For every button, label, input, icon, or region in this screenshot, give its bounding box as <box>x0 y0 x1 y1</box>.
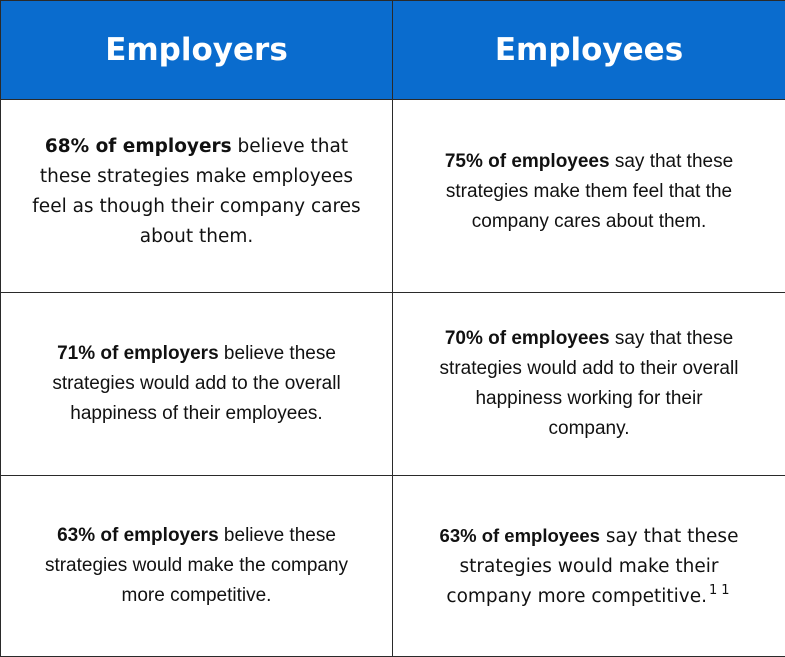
header-cell: Employers <box>1 1 393 100</box>
cell-text: 71% of employers believe these strategie… <box>32 339 362 429</box>
highlight: 68% of employers <box>45 136 232 157</box>
cell: 70% of employees say that these strategi… <box>393 293 785 476</box>
row: 63% of employers believe these strategie… <box>1 476 785 657</box>
cell-text: 68% of employers believe that these stra… <box>32 132 362 252</box>
highlight: 63% of employers <box>57 525 219 546</box>
footnote-mark: 1 <box>721 583 729 598</box>
row: 68% of employers believe that these stra… <box>1 100 785 293</box>
row: 71% of employers believe these strategie… <box>1 293 785 476</box>
cell: 75% of employees say that these strategi… <box>393 100 785 293</box>
cell: 68% of employers believe that these stra… <box>1 100 393 293</box>
cell-text: 63% of employers believe these strategie… <box>32 521 362 611</box>
cell-text: 70% of employees say that these strategi… <box>439 324 739 444</box>
highlight: 70% of employees <box>445 328 610 349</box>
cell-text: 75% of employees say that these strategi… <box>424 147 754 237</box>
header-cell: Employees <box>393 1 785 100</box>
cell: 63% of employees say that these strategi… <box>393 476 785 657</box>
cell-text: 63% of employees say that these strategi… <box>439 521 739 612</box>
cell: 71% of employers believe these strategie… <box>1 293 393 476</box>
highlight: 75% of employees <box>445 151 610 172</box>
cell: 63% of employers believe these strategie… <box>1 476 393 657</box>
header-row: Employers Employees <box>1 1 785 100</box>
highlight: 71% of employers <box>57 343 219 364</box>
footnote-mark: 1 <box>709 583 717 598</box>
highlight: 63% of employees <box>440 525 600 546</box>
